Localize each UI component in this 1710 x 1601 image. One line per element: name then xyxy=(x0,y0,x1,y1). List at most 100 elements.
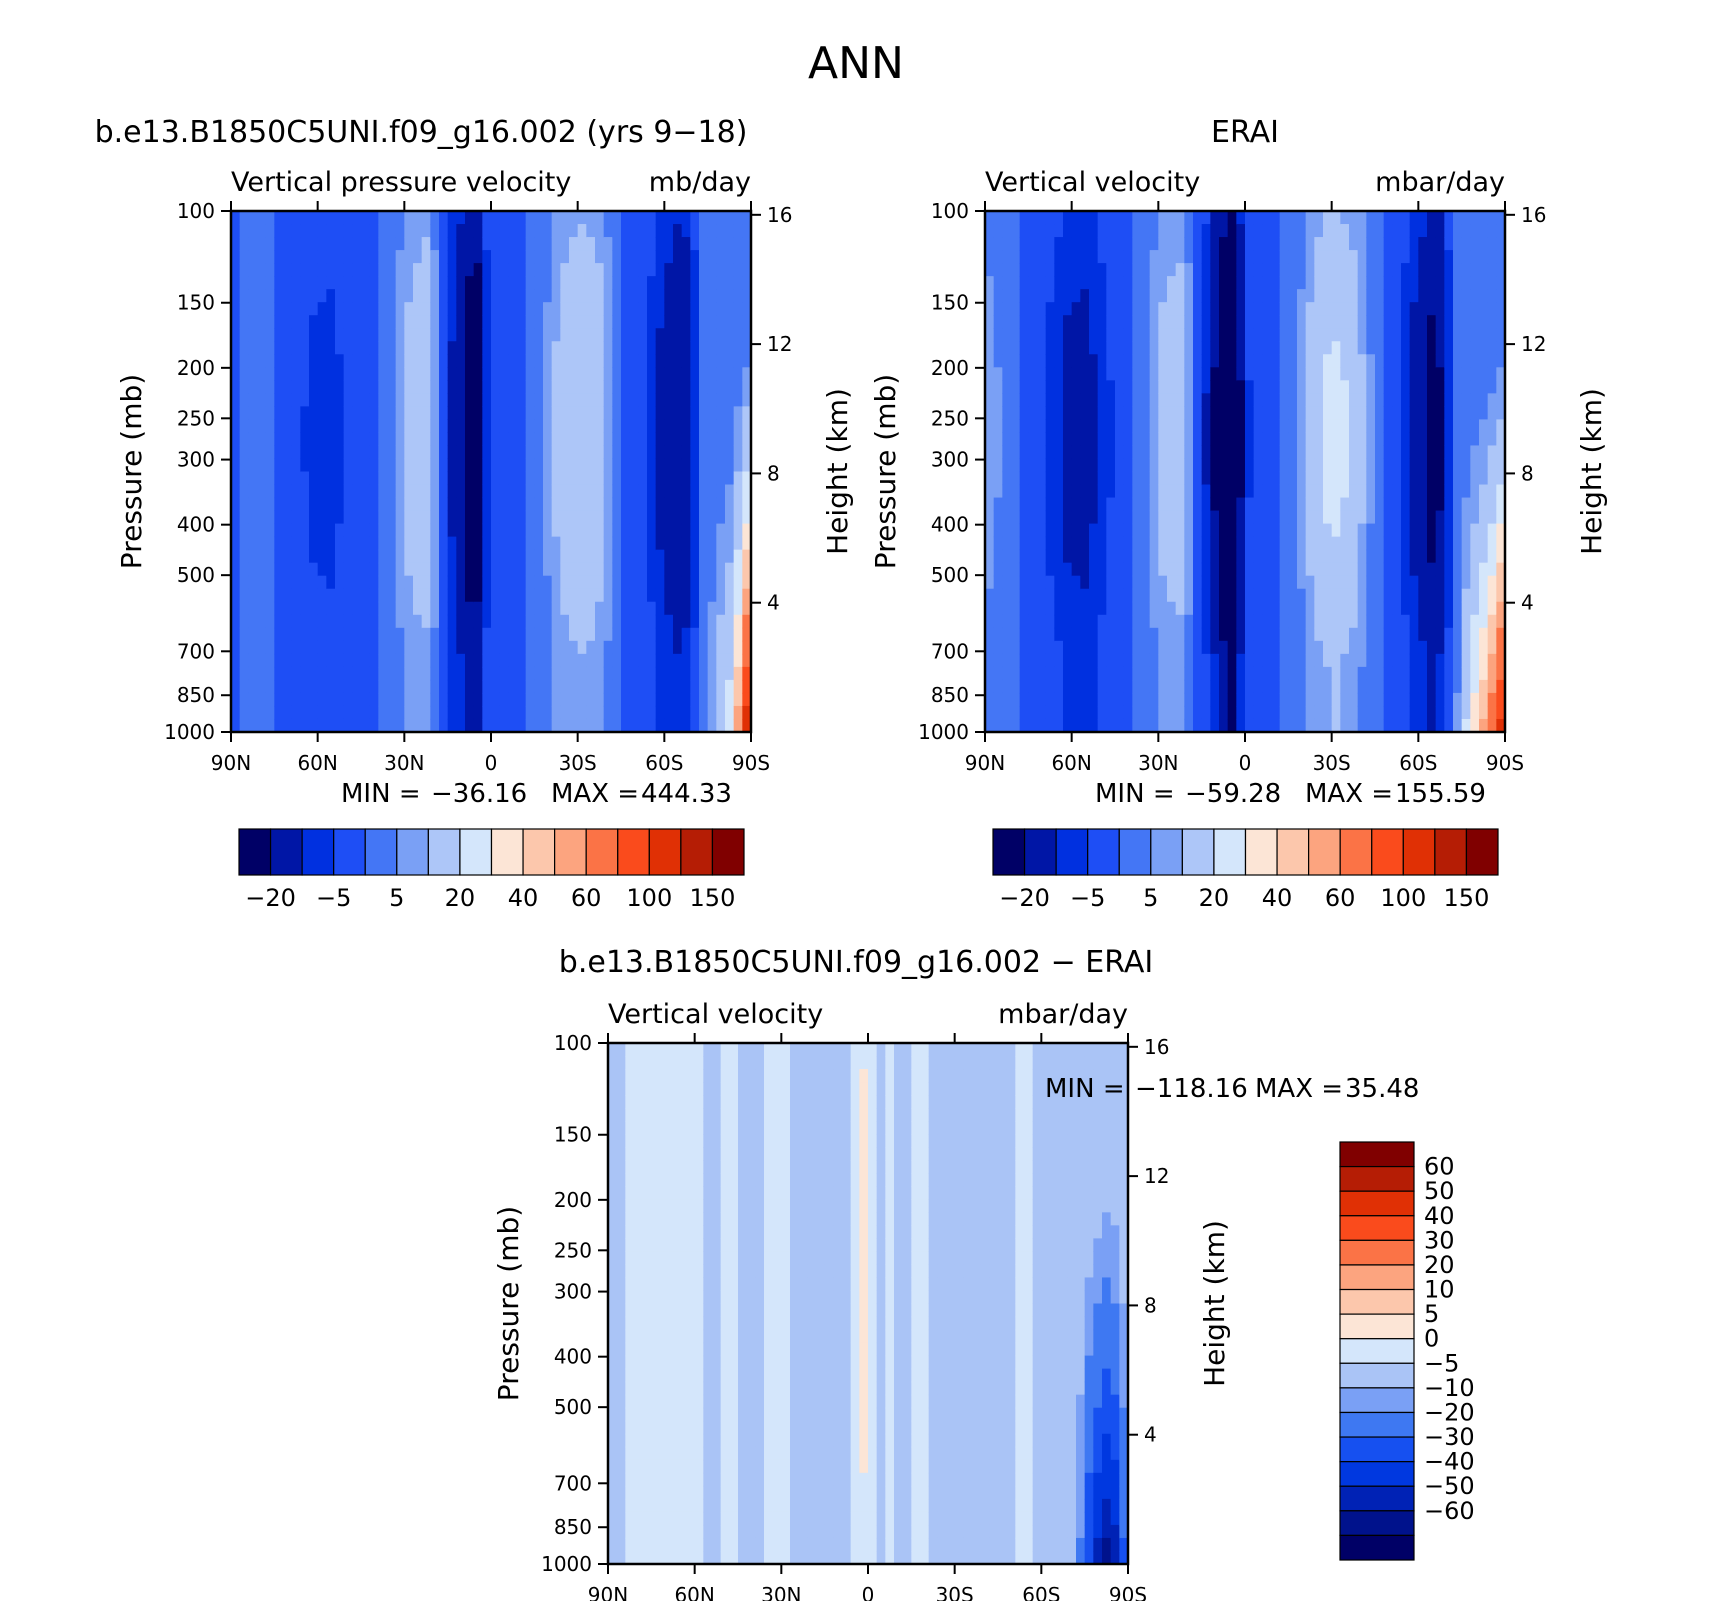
contour-cell xyxy=(1297,211,1307,225)
contour-cell xyxy=(629,549,639,564)
contour-cell xyxy=(300,367,310,381)
contour-cell xyxy=(1314,692,1324,707)
colorbar-label: 60 xyxy=(1325,884,1356,912)
contour-cell xyxy=(1175,484,1185,499)
contour-cell xyxy=(1375,315,1385,329)
contour-cell xyxy=(1106,406,1116,420)
contour-cell xyxy=(1288,393,1298,407)
contour-cell xyxy=(664,666,674,681)
contour-cell xyxy=(551,367,561,381)
contour-cell xyxy=(1435,406,1445,420)
contour-cell xyxy=(577,289,587,303)
contour-cell xyxy=(439,354,449,368)
contour-cell xyxy=(647,263,657,277)
contour-cell xyxy=(491,380,501,394)
contour-cell xyxy=(1487,497,1497,512)
contour-cell xyxy=(985,718,995,733)
contour-cell xyxy=(439,523,449,538)
contour-cell xyxy=(1253,432,1263,447)
contour-cell xyxy=(1158,250,1168,264)
contour-cell xyxy=(499,705,509,720)
contour-cell xyxy=(560,692,570,707)
contour-cell xyxy=(551,393,561,407)
contour-cell xyxy=(551,549,561,564)
contour-cell xyxy=(1271,250,1281,264)
contour-cell xyxy=(1479,601,1489,616)
contour-cell xyxy=(1132,380,1142,394)
contour-cell xyxy=(629,653,639,668)
contour-cell xyxy=(534,224,544,238)
contour-cell xyxy=(1357,484,1367,499)
contour-cell xyxy=(647,588,657,603)
contour-cell xyxy=(404,432,414,447)
contour-cell xyxy=(673,250,683,264)
contour-cell xyxy=(595,510,605,525)
contour-cell xyxy=(1045,380,1055,394)
contour-cell xyxy=(647,458,657,473)
contour-cell xyxy=(1331,640,1341,655)
contour-cell xyxy=(1383,432,1393,447)
contour-cell xyxy=(248,471,258,486)
contour-cell xyxy=(1479,562,1489,577)
contour-cell xyxy=(439,367,449,381)
contour-cell xyxy=(742,367,752,381)
contour-cell xyxy=(404,224,414,238)
contour-cell xyxy=(1470,328,1480,342)
contour-cell xyxy=(335,237,345,251)
contour-cell xyxy=(1323,419,1333,434)
contour-cell xyxy=(413,406,423,420)
contour-cell xyxy=(1409,705,1419,720)
contour-cell xyxy=(413,510,423,525)
contour-cell xyxy=(1002,549,1012,564)
contour-cell xyxy=(1201,523,1211,538)
contour-cell xyxy=(1340,588,1350,603)
contour-cell xyxy=(1392,367,1402,381)
contour-cell xyxy=(395,367,405,381)
contour-cell xyxy=(1349,692,1359,707)
contour-cell xyxy=(586,302,596,316)
contour-cell xyxy=(534,341,544,355)
contour-cell xyxy=(1262,367,1272,381)
contour-cell xyxy=(1435,627,1445,642)
contour-cell xyxy=(465,445,475,460)
contour-cell xyxy=(1063,679,1073,694)
contour-cell xyxy=(1158,458,1168,473)
contour-cell xyxy=(1262,393,1272,407)
contour-cell xyxy=(231,692,241,707)
contour-cell xyxy=(690,627,700,642)
contour-cell xyxy=(231,536,241,551)
contour-cell xyxy=(1453,406,1463,420)
contour-cell xyxy=(1279,536,1289,551)
contour-cell xyxy=(395,718,405,733)
contour-cell xyxy=(595,237,605,251)
contour-cell xyxy=(1366,406,1376,420)
contour-cell xyxy=(993,640,1003,655)
contour-cell xyxy=(1201,354,1211,368)
contour-cell xyxy=(1366,354,1376,368)
contour-cell xyxy=(1418,380,1428,394)
contour-cell xyxy=(1149,354,1159,368)
contour-cell xyxy=(716,666,726,681)
contour-cell xyxy=(1366,471,1376,486)
contour-cell xyxy=(1167,536,1177,551)
contour-cell xyxy=(1375,549,1385,564)
contour-cell xyxy=(1089,523,1099,538)
contour-cell xyxy=(1375,341,1385,355)
contour-cell xyxy=(499,575,509,590)
contour-cell xyxy=(1288,419,1298,434)
contour-cell xyxy=(517,237,527,251)
contour-cell xyxy=(638,666,648,681)
contour-cell xyxy=(1201,289,1211,303)
colorbar-label: −5 xyxy=(1070,884,1105,912)
contour-cell xyxy=(1037,588,1047,603)
contour-cell xyxy=(1175,523,1185,538)
contour-cell xyxy=(1071,302,1081,316)
contour-cell xyxy=(638,276,648,290)
contour-cell xyxy=(1219,601,1229,616)
contour-cell xyxy=(647,432,657,447)
contour-cell xyxy=(1080,341,1090,355)
contour-cell xyxy=(543,341,553,355)
contour-cell xyxy=(1210,237,1220,251)
contour-cell xyxy=(1063,523,1073,538)
contour-cell xyxy=(499,510,509,525)
